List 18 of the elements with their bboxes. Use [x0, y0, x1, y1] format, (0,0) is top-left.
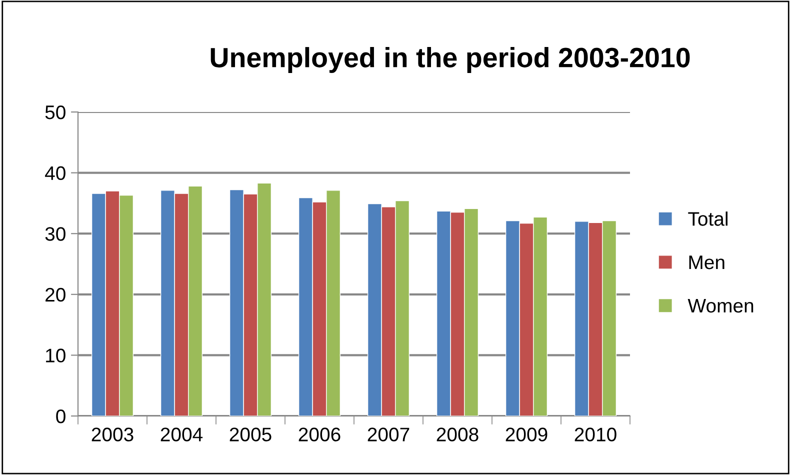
y-tick-label: 30	[45, 227, 66, 241]
legend-label: Women	[688, 299, 754, 313]
legend-label: Men	[689, 256, 724, 270]
x-tick-label: 2008	[436, 428, 478, 442]
x-tick-label: 2003	[92, 428, 134, 442]
x-tick-label: 2009	[506, 428, 548, 442]
x-tick-label: 2010	[574, 428, 616, 442]
legend-label: Total	[688, 212, 728, 226]
x-tick-label: 2004	[160, 428, 203, 442]
x-tick-label: 2005	[230, 428, 272, 442]
chart-title: Unemployed in the period 2003-2010	[210, 47, 690, 73]
y-tick-label: 0	[56, 409, 66, 424]
x-tick-label: 2006	[298, 428, 340, 442]
y-tick-label: 50	[45, 105, 66, 120]
y-tick-label: 10	[46, 348, 66, 362]
y-tick-label: 40	[45, 166, 66, 180]
x-tick-label: 2007	[368, 428, 410, 442]
y-tick-label: 20	[46, 288, 66, 302]
